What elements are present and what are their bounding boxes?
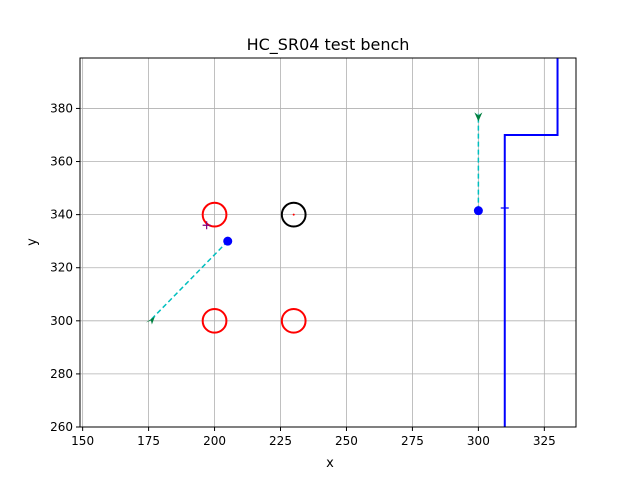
target-circle [280,201,307,228]
data-layer [145,58,559,427]
y-tick-label: 300 [50,314,73,328]
x-tick-label: 175 [137,434,160,448]
target-center-point [292,213,295,216]
x-tick-label: 200 [203,434,226,448]
tick-layer: 150 175 200 225 250 275 300 325 260 280 300 320 340 3… [50,101,556,448]
obstacle-circle [201,201,228,228]
y-tick-label: 320 [50,261,73,275]
obstacle-circle [280,307,307,334]
plot-frame [79,57,577,428]
x-tick-label: 150 [71,434,94,448]
ray-end-marker [474,112,483,122]
obstacle-circle [201,307,228,334]
plus-marker [202,221,211,230]
y-tick-label: 260 [50,420,73,434]
x-tick-label: 300 [467,434,490,448]
x-tick-label: 225 [269,434,292,448]
x-axis-label: x [326,456,334,471]
y-tick-label: 380 [50,101,73,115]
y-axis-label: y [25,238,40,246]
x-tick-label: 325 [533,434,556,448]
chart-title: HC_SR04 test bench [247,35,410,55]
sensor-point [223,236,233,246]
wall-line [503,58,559,427]
plus-marker [500,203,509,212]
x-tick-label: 275 [401,434,424,448]
ray-line [149,240,229,322]
y-tick-label: 360 [50,155,73,169]
x-tick-label: 250 [335,434,358,448]
y-tick-label: 340 [50,208,73,222]
ray-end-marker [145,316,155,325]
y-tick-label: 280 [50,367,73,381]
sensor-point [473,206,483,216]
